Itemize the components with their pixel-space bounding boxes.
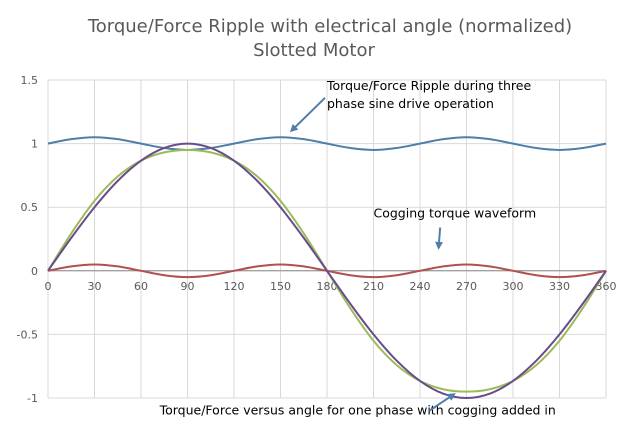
y-tick-label: 0 [31,265,38,278]
annotation-arrow [435,227,444,250]
x-tick-label: 180 [317,280,338,293]
x-tick-label: 0 [45,280,52,293]
y-tick-label: 0.5 [21,201,39,214]
annotation-arrow [289,97,326,133]
y-tick-label: -0.5 [17,328,38,341]
y-tick-label: -1 [27,392,38,405]
y-tick-label: 1.5 [21,74,39,87]
axis-layer: 1.5 1 0.5 0 -0.5 -1 0 30 60 90 120 150 180 210 240 270 3… [17,74,617,405]
x-tick-label: 300 [503,280,524,293]
grid-layer [47,79,607,399]
x-tick-label: 240 [410,280,431,293]
series-line-1 [47,136,607,151]
chart-title: Torque/Force Ripple with electrical angl… [87,16,572,37]
annotation-text: phase sine drive operation [327,96,494,111]
annotation-text: Cogging torque waveform [374,205,537,220]
x-tick-label: 120 [224,280,245,293]
chart-subtitle: Slotted Motor [253,40,375,61]
x-tick-label: 330 [549,280,570,293]
x-tick-label: 90 [181,280,195,293]
x-tick-label: 150 [270,280,291,293]
x-tick-label: 210 [363,280,384,293]
x-tick-label: 30 [88,280,102,293]
x-tick-label: 60 [134,280,148,293]
annotation-text: Torque/Force Ripple during three [326,78,531,93]
annotation-arrow [428,393,456,412]
annotation-layer: Torque/Force Ripple during three phase si… [159,78,556,417]
annotation-text: Torque/Force versus angle for one phase … [159,403,556,418]
x-tick-label: 360 [596,280,617,293]
series-layer [47,136,607,399]
y-tick-label: 1 [31,138,38,151]
series-line-4 [47,142,607,399]
x-tick-label: 270 [456,280,477,293]
